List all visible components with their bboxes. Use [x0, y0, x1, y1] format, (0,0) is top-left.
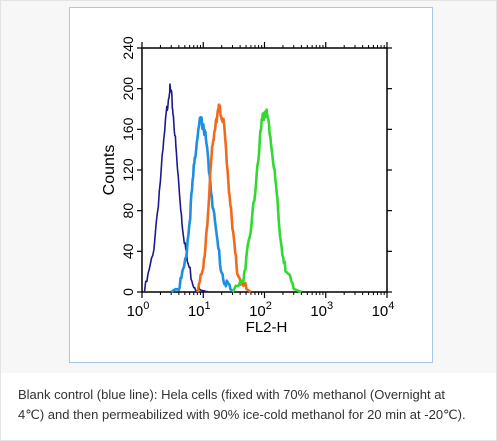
y-tick-label: 160 — [120, 117, 136, 141]
x-tick-exponent: 0 — [143, 300, 149, 312]
x-tick-label: 100 — [127, 300, 150, 320]
x-axis-label: FL2-H — [246, 319, 288, 336]
figure-box: 0 40 80 120 160 200 240 100 101 102 103 104 FL2-H Cou… — [69, 7, 433, 363]
y-tick-label: 40 — [120, 243, 136, 259]
x-tick-base: 10 — [372, 303, 389, 320]
x-tick-exponent: 2 — [266, 300, 272, 312]
y-tick-label: 240 — [120, 36, 136, 60]
y-tick-label: 120 — [120, 158, 136, 182]
caption-line-1: Blank control (blue line): Hela cells (f… — [18, 387, 446, 402]
series-line-4 — [231, 108, 302, 294]
x-tick-label: 103 — [310, 300, 333, 320]
x-tick-label: 102 — [249, 300, 272, 320]
x-tick-exponent: 4 — [388, 300, 394, 312]
x-tick-exponent: 1 — [205, 300, 211, 312]
x-tick-base: 10 — [249, 303, 266, 320]
figure-area: 0 40 80 120 160 200 240 100 101 102 103 104 FL2-H Cou… — [1, 1, 496, 373]
figure-caption: Blank control (blue line): Hela cells (f… — [18, 385, 488, 425]
x-tick-label: 104 — [372, 300, 395, 320]
series-line-3 — [196, 103, 252, 294]
y-tick-label: 200 — [120, 77, 136, 101]
series-line-1 — [143, 83, 209, 293]
plot-frame — [141, 47, 388, 293]
x-tick-base: 10 — [127, 303, 144, 320]
y-tick-label: 80 — [120, 203, 136, 219]
series-line-2 — [170, 116, 235, 294]
x-tick-base: 10 — [188, 303, 205, 320]
y-tick-label: 0 — [120, 288, 136, 296]
caption-line-2: 4℃) and then permeabilized with 90% ice-… — [18, 407, 466, 422]
y-axis-label: Counts — [101, 145, 118, 196]
x-tick-label: 101 — [188, 300, 211, 320]
x-tick-exponent: 3 — [327, 300, 333, 312]
x-tick-base: 10 — [310, 303, 327, 320]
